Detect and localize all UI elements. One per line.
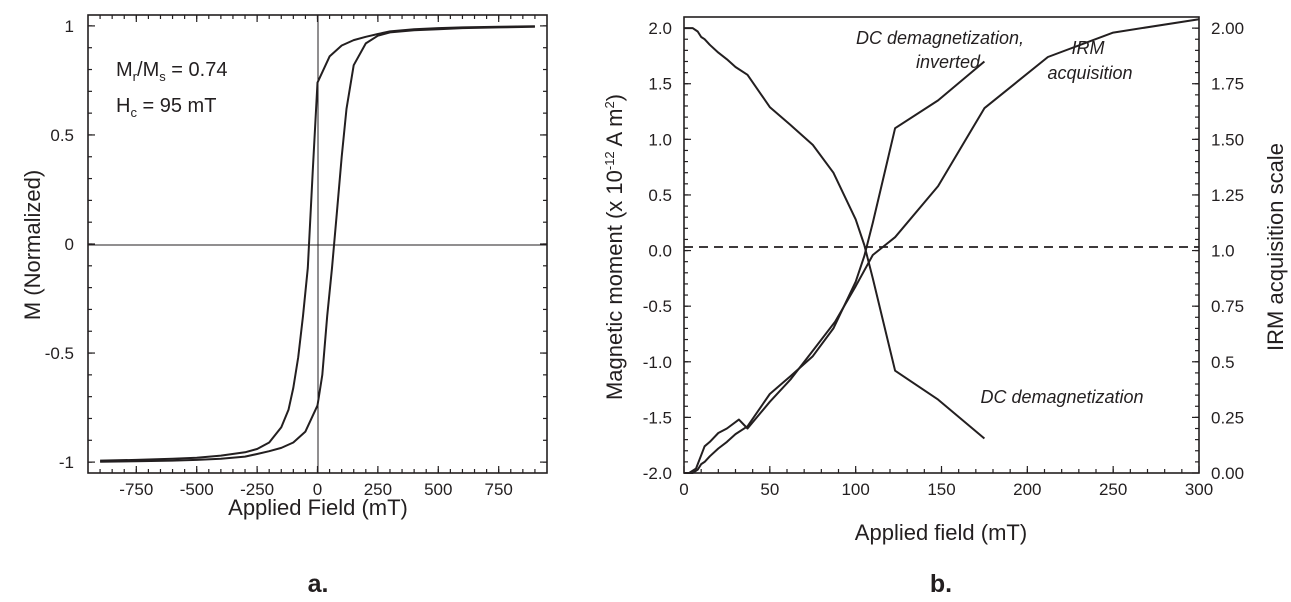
x-tick-label-b: 100: [841, 480, 869, 499]
x-tick-label-b: 50: [760, 480, 779, 499]
dc-demag-inverted-annotation-line2: inverted: [916, 52, 981, 72]
ascending-branch: [100, 25, 535, 463]
dc-demag-inverted-annotation: DC demagnetization,: [856, 28, 1024, 48]
y-tick-label-b: 0.5: [648, 186, 672, 205]
hysteresis-loop: [100, 25, 535, 463]
remanence-ratio-annotation: Mr/Ms = 0.74: [116, 59, 227, 84]
y2-tick-label-b: 1.25: [1211, 186, 1244, 205]
y2-tick-label-b: 0.75: [1211, 297, 1244, 316]
x-tick-label-b: 300: [1185, 480, 1213, 499]
remanence-panel: 0 50 100 150 200 250 300 2.0 1.5 1.0 0.5 0.0 -0.5 -1.…: [602, 16, 1288, 598]
y2-tick-label-b: 0.00: [1211, 464, 1244, 483]
y2-tick-label-b: 0.25: [1211, 408, 1244, 427]
dc-demag-annotation: DC demagnetization: [980, 387, 1143, 407]
x-tick-label-b: 150: [927, 480, 955, 499]
x-axis-label-a: Applied Field (mT): [228, 495, 408, 520]
y2-tick-label-b: 1.50: [1211, 130, 1244, 149]
x-tick-label-a: -500: [180, 480, 214, 499]
x-tick-label-a: 250: [364, 480, 392, 499]
irm-acquisition-curve: [684, 18, 1200, 474]
y-tick-label-a: -0.5: [45, 344, 74, 363]
y-tick-label-b: 1.5: [648, 75, 672, 94]
coercivity-annotation: Hc = 95 mT: [116, 95, 216, 120]
tick-labels-b: 0 50 100 150 200 250 300 2.0 1.5 1.0 0.5 0.0 -0.5 -1.…: [643, 19, 1244, 499]
y2-tick-label-b: 0.5: [1211, 353, 1235, 372]
irm-annotation: IRM: [1072, 38, 1105, 58]
dc-demagnetization-curve: [684, 27, 986, 440]
x-tick-label-a: 750: [484, 480, 512, 499]
tick-marks-b: [683, 27, 1200, 474]
y-tick-label-a: -1: [59, 453, 74, 472]
hysteresis-panel: -750 -500 -250 0 250 500 750 -1 -0.5 0 0.5 1 Mr/Ms …: [20, 14, 548, 598]
y-tick-label-b: 0.0: [648, 242, 672, 261]
x-tick-label-a: -750: [119, 480, 153, 499]
y-tick-label-a: 1: [65, 17, 74, 36]
descending-branch: [100, 25, 535, 462]
x-tick-label-b: 200: [1013, 480, 1041, 499]
y-tick-label-b: -1.5: [643, 408, 672, 427]
y2-tick-label-b: 1.75: [1211, 75, 1244, 94]
tick-marks-a: [88, 15, 547, 473]
y-tick-label-b: -2.0: [643, 464, 672, 483]
remanence-curves: [684, 18, 1200, 474]
x-axis-label-b: Applied field (mT): [855, 520, 1027, 545]
y-tick-label-a: 0.5: [50, 126, 74, 145]
irm-annotation-line2: acquisition: [1047, 63, 1132, 83]
tick-labels-a: -750 -500 -250 0 250 500 750 -1 -0.5 0 0.5 1: [45, 17, 513, 499]
y2-tick-label-b: 2.00: [1211, 19, 1244, 38]
x-tick-label-b: 0: [679, 480, 688, 499]
y2-tick-label-b: 1.0: [1211, 242, 1235, 261]
x-tick-label-a: -250: [240, 480, 274, 499]
panel-label-b: b.: [930, 570, 952, 598]
y-tick-label-b: 1.0: [648, 130, 672, 149]
panel-label-a: a.: [308, 570, 329, 598]
y-tick-label-a: 0: [65, 235, 74, 254]
y-tick-label-b: -0.5: [643, 297, 672, 316]
y-axis-label-b: Magnetic moment (x 10-12 A m2): [602, 94, 627, 400]
y-axis-label-a: M (Normalized): [20, 170, 45, 320]
y-tick-label-b: -1.0: [643, 353, 672, 372]
dc-demagnetization-inverted-curve: [684, 60, 986, 474]
y2-axis-label-b: IRM acquisition scale: [1263, 143, 1288, 351]
x-tick-label-a: 500: [424, 480, 452, 499]
y-tick-label-b: 2.0: [648, 19, 672, 38]
x-tick-label-b: 250: [1099, 480, 1127, 499]
x-tick-label-a: 0: [313, 480, 322, 499]
